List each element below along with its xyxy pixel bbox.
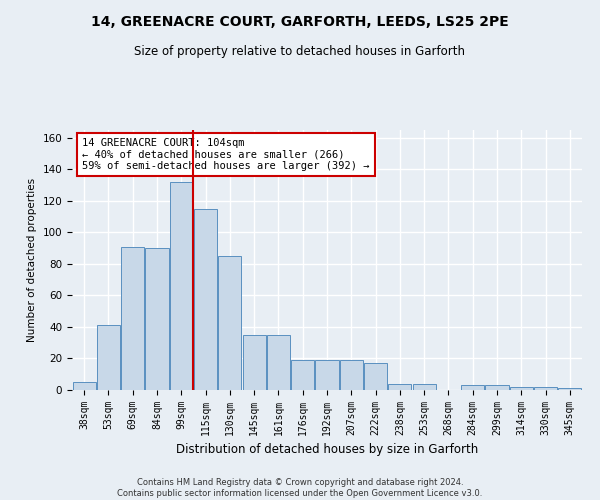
Bar xyxy=(485,386,509,390)
Bar xyxy=(340,360,363,390)
Bar xyxy=(364,363,387,390)
Bar xyxy=(145,248,169,390)
Bar xyxy=(388,384,412,390)
Bar xyxy=(267,335,290,390)
Bar xyxy=(97,326,120,390)
Bar xyxy=(218,256,241,390)
Bar xyxy=(170,182,193,390)
Bar xyxy=(121,246,144,390)
Bar xyxy=(73,382,95,390)
Text: Size of property relative to detached houses in Garforth: Size of property relative to detached ho… xyxy=(134,45,466,58)
Bar xyxy=(242,335,266,390)
Text: Contains HM Land Registry data © Crown copyright and database right 2024.
Contai: Contains HM Land Registry data © Crown c… xyxy=(118,478,482,498)
Text: 14 GREENACRE COURT: 104sqm
← 40% of detached houses are smaller (266)
59% of sem: 14 GREENACRE COURT: 104sqm ← 40% of deta… xyxy=(82,138,370,171)
Text: 14, GREENACRE COURT, GARFORTH, LEEDS, LS25 2PE: 14, GREENACRE COURT, GARFORTH, LEEDS, LS… xyxy=(91,15,509,29)
Bar xyxy=(559,388,581,390)
Bar xyxy=(461,386,484,390)
Bar xyxy=(291,360,314,390)
Bar xyxy=(534,387,557,390)
Bar xyxy=(316,360,338,390)
Bar xyxy=(510,387,533,390)
X-axis label: Distribution of detached houses by size in Garforth: Distribution of detached houses by size … xyxy=(176,444,478,456)
Bar xyxy=(194,209,217,390)
Bar xyxy=(413,384,436,390)
Y-axis label: Number of detached properties: Number of detached properties xyxy=(27,178,37,342)
